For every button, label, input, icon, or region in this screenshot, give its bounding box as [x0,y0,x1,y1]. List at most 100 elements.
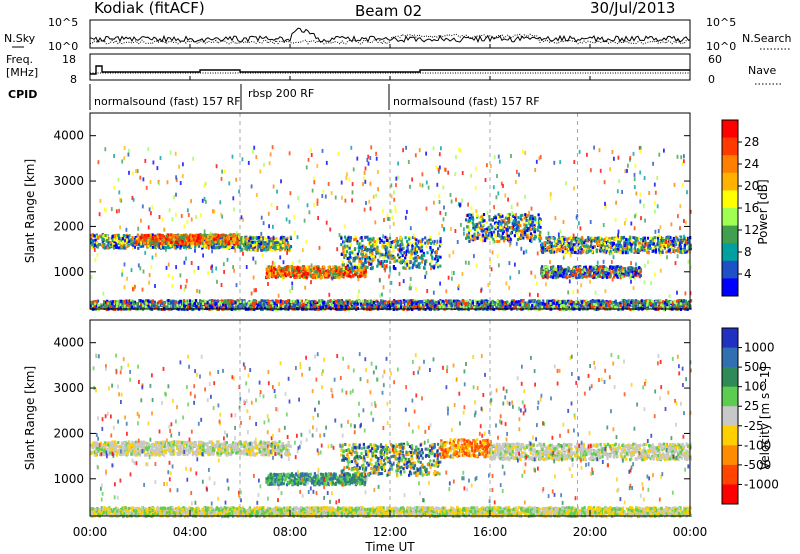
noise-left-tick-bottom: 10^0 [48,40,78,53]
power-echo [552,245,556,249]
power-echo [337,274,340,278]
power-echo [628,266,631,270]
power-echo [537,234,540,237]
power-echo [532,220,535,224]
power-echo [621,247,624,251]
power-echo [263,236,266,240]
power-echo [262,244,265,248]
power-echo [506,222,509,226]
power-echo [605,236,608,240]
power-echo [372,257,375,261]
power-echo [411,266,414,270]
power-echo [529,235,532,239]
power-echo [425,245,428,249]
power-echo [632,236,635,240]
power-echo [244,242,247,246]
power-echo [323,275,327,279]
power-echo [429,238,432,242]
power-echo [683,237,686,241]
power-echo [340,236,343,240]
power-echo [505,231,508,235]
power-echo [394,267,397,271]
power-echo [602,265,605,269]
power-echo [251,240,254,244]
power-echo [102,234,105,238]
power-echo [529,227,533,231]
power-echo [583,248,586,252]
power-echo [165,234,169,238]
power-echo [126,241,129,245]
power-echo [657,239,660,243]
power-echo [611,251,615,254]
power-echo [335,269,338,272]
power-echo [96,245,99,249]
power-echo [245,237,248,241]
power-echo [640,246,643,250]
power-echo [423,253,426,257]
power-echo [222,242,225,246]
power-echo [606,270,609,274]
power-echo [361,239,364,242]
power-echo [484,235,487,239]
power-echo [298,266,301,270]
power-echo [517,300,520,304]
power-echo [506,228,509,232]
power-echo [149,246,152,250]
power-echo [569,235,572,239]
power-echo [604,267,607,271]
power-echo [281,246,284,250]
power-echo [513,219,516,223]
power-echo [337,272,340,275]
power-echo [546,272,549,276]
freq-label-line1: Freq. [6,53,33,66]
power-echo [644,239,647,243]
power-echo [379,253,382,257]
power-echo [94,238,97,242]
power-echo [109,241,112,245]
power-echo [327,266,330,269]
power-echo [270,237,273,241]
power-echo [203,236,206,240]
power-echo [367,237,370,241]
power-echo [276,241,279,245]
power-echo [466,225,469,229]
power-echo [553,267,556,271]
power-echo [224,237,227,241]
power-echo [539,230,542,234]
power-echo [662,242,665,245]
power-echo [567,244,570,248]
power-echo [408,260,411,263]
power-echo [167,241,170,245]
beam-title: Beam 02 [355,2,422,20]
power-echo [629,269,632,273]
power-echo [284,268,287,271]
power-echo [604,244,607,248]
power-echo [589,244,592,248]
power-echo [128,240,131,244]
power-echo [366,256,369,260]
power-echo [384,235,387,239]
power-echo [274,275,278,279]
power-echo [600,246,603,250]
noise-traces [89,27,691,45]
power-echo [213,234,216,238]
power-echo [508,226,511,230]
power-echo [482,239,485,243]
power-echo [518,236,521,239]
power-echo [275,270,278,274]
power-echo [434,242,438,246]
power-echo [276,272,279,276]
power-echo [128,238,131,242]
power-echo [255,236,258,240]
power-echo [589,249,592,253]
power-echo [653,240,656,244]
power-echo [376,299,379,303]
power-echo [566,270,569,274]
power-echo [419,256,422,260]
power-echo [562,240,565,244]
power-echo [544,265,548,269]
power-echo [557,239,561,243]
power-echo [184,234,187,238]
power-echo [371,252,374,256]
power-echo [561,250,564,254]
